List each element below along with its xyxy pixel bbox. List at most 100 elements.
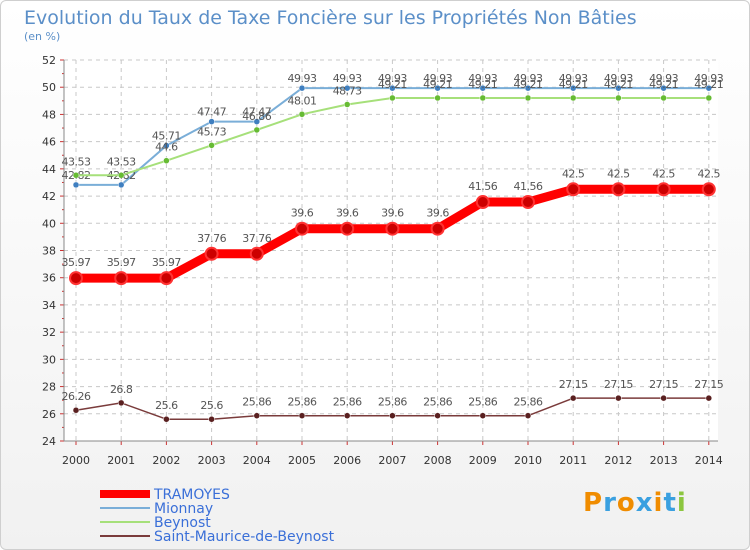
data-label: 27.15 <box>649 378 678 391</box>
data-point <box>389 94 396 102</box>
data-label: 49.93 <box>694 72 723 85</box>
data-label: 49.93 <box>514 72 543 85</box>
x-tick-label: 2005 <box>288 454 316 467</box>
y-tick-label: 42 <box>42 190 56 203</box>
data-point <box>479 94 487 102</box>
chart-title: Evolution du Taux de Taxe Foncière sur l… <box>24 7 637 29</box>
legend-label: Mionnay <box>154 501 213 517</box>
data-label: 49.21 <box>559 78 588 91</box>
data-label: 25.86 <box>468 396 497 409</box>
data-label: 39.6 <box>381 207 404 220</box>
data-point <box>117 399 125 407</box>
data-point <box>163 142 170 149</box>
data-point <box>660 94 667 102</box>
x-tick-label: 2004 <box>243 454 271 467</box>
data-label: 26.26 <box>62 390 91 403</box>
data-point <box>117 172 125 179</box>
data-label: 48.73 <box>333 84 362 97</box>
data-label: 37.76 <box>242 232 271 245</box>
y-tick-label: 48 <box>42 108 56 121</box>
data-label: 49.93 <box>378 72 407 85</box>
data-label: 27.15 <box>694 378 723 391</box>
data-label: 49.21 <box>514 78 543 91</box>
data-label: 42.5 <box>652 167 675 180</box>
data-point <box>524 412 532 419</box>
x-tick-label: 2011 <box>559 454 587 467</box>
data-label: 37.76 <box>197 232 226 245</box>
data-point <box>343 84 351 92</box>
data-label: 26.8 <box>110 383 133 396</box>
data-label: 27.15 <box>604 378 633 391</box>
data-point <box>253 118 261 125</box>
y-tick-label: 26 <box>42 408 56 421</box>
data-point <box>615 94 622 102</box>
data-point <box>479 84 487 92</box>
data-label: 48.01 <box>288 94 317 107</box>
data-point <box>72 406 80 414</box>
data-label: 44.6 <box>155 141 178 154</box>
data-point <box>69 271 83 286</box>
data-point <box>163 157 170 164</box>
data-label: 49.21 <box>604 78 633 91</box>
x-tick-label: 2013 <box>650 454 678 467</box>
data-point <box>521 195 535 210</box>
data-label: 25.86 <box>333 396 362 409</box>
data-point <box>434 94 441 102</box>
data-point <box>298 84 306 92</box>
data-point <box>163 415 170 423</box>
data-label: 49.93 <box>559 72 588 85</box>
data-label: 35.97 <box>152 256 181 269</box>
data-label: 42.5 <box>607 167 630 180</box>
x-tick-label: 2010 <box>514 454 542 467</box>
data-label: 42.5 <box>698 167 721 180</box>
x-tick-label: 2014 <box>695 454 723 467</box>
data-point <box>475 195 490 210</box>
data-point <box>569 94 577 102</box>
chart-subtitle: (en %) <box>24 30 60 43</box>
legend-label: TRAMOYES <box>153 487 230 503</box>
y-tick-label: 30 <box>42 353 56 366</box>
x-tick-label: 2000 <box>62 454 90 467</box>
data-label: 49.93 <box>333 72 362 85</box>
data-label: 25.86 <box>288 396 317 409</box>
y-tick-label: 38 <box>42 245 56 258</box>
data-point <box>208 415 215 423</box>
data-label: 35.97 <box>107 256 136 269</box>
data-label: 46.86 <box>242 110 271 123</box>
data-point <box>524 94 532 102</box>
data-point <box>298 412 306 419</box>
data-label: 49.21 <box>694 78 723 91</box>
data-point <box>569 84 577 92</box>
x-tick-label: 2009 <box>469 454 497 467</box>
y-tick-label: 50 <box>42 81 56 94</box>
brand-letter: o <box>616 488 636 518</box>
data-label: 49.21 <box>378 78 407 91</box>
data-point <box>253 126 261 134</box>
data-point <box>611 182 626 197</box>
data-point <box>656 182 671 197</box>
data-label: 25.6 <box>200 399 223 412</box>
brand-letter: i <box>676 488 687 518</box>
data-point <box>340 221 355 236</box>
data-label: 49.93 <box>649 72 678 85</box>
data-label: 49.93 <box>423 72 452 85</box>
x-tick-label: 2007 <box>378 454 406 467</box>
data-point <box>434 84 441 92</box>
data-point <box>524 84 532 92</box>
data-label: 25.86 <box>423 396 452 409</box>
y-tick-label: 40 <box>42 217 56 230</box>
data-point <box>705 94 713 102</box>
brand-letter: r <box>603 488 617 518</box>
data-label: 49.21 <box>423 78 452 91</box>
data-label: 27.15 <box>559 378 588 391</box>
legend-label: Beynost <box>154 515 211 531</box>
data-label: 49.21 <box>649 78 678 91</box>
data-point <box>660 394 667 402</box>
data-point <box>385 221 400 236</box>
data-label: 49.21 <box>468 78 497 91</box>
data-point <box>660 84 667 92</box>
data-label: 25.86 <box>514 396 543 409</box>
data-label: 47.47 <box>242 106 271 119</box>
x-tick-label: 2003 <box>198 454 226 467</box>
